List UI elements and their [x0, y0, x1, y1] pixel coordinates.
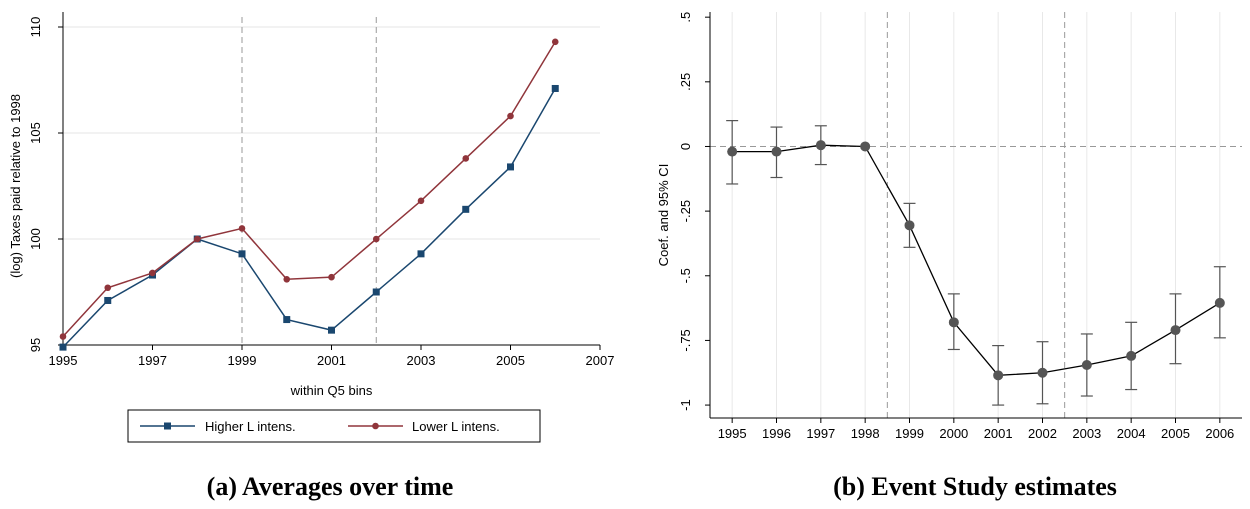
b-x-tick-label: 1995 [718, 426, 747, 441]
b-y-tick-label: 0 [678, 143, 693, 150]
b-y-tick-label: -.75 [678, 329, 693, 351]
a-data-point [328, 273, 335, 281]
a-y-tick-label: 110 [28, 17, 43, 38]
b-y-axis-title: Coef. and 95% CI [656, 164, 671, 267]
b-data-point [1170, 325, 1181, 336]
a-data-point [551, 84, 559, 92]
a-data-point [462, 205, 470, 213]
a-legend [127, 409, 541, 443]
a-data-point [417, 250, 425, 258]
a-data-point [551, 38, 559, 46]
a-data-point [238, 250, 246, 258]
a-series-line [62, 88, 556, 348]
b-data-point [1037, 367, 1048, 378]
a-x-tick-label: 1999 [228, 353, 257, 368]
a-series-line [62, 41, 556, 338]
b-data-point [815, 140, 826, 151]
b-data-point [860, 141, 871, 152]
b-data-point [948, 317, 959, 328]
a-y-tick-label: 95 [28, 338, 43, 352]
a-legend-marker [372, 422, 379, 430]
b-x-tick-label: 2000 [939, 426, 968, 441]
b-data-point [1214, 297, 1225, 308]
a-data-point [507, 112, 514, 120]
b-series-line [732, 144, 1221, 376]
b-y-tick-label: -.25 [678, 200, 693, 222]
b-x-tick-label: 2005 [1161, 426, 1190, 441]
a-legend-label: Higher L intens. [205, 419, 296, 434]
b-y-tick-label: .25 [678, 73, 693, 91]
a-x-tick-label: 2005 [496, 353, 525, 368]
b-caption: (b) Event Study estimates [833, 472, 1117, 501]
a-data-point [417, 197, 425, 205]
a-data-point [104, 284, 112, 292]
a-data-point [462, 155, 470, 162]
a-caption: (a) Averages over time [207, 472, 454, 501]
a-data-point [238, 225, 246, 232]
a-x-tick-label: 2003 [407, 353, 436, 368]
a-x-axis-title: within Q5 bins [290, 383, 373, 398]
b-data-point [727, 146, 738, 157]
a-data-point [59, 333, 67, 340]
b-y-tick-label: -1 [678, 399, 693, 411]
a-legend-label: Lower L intens. [412, 419, 500, 434]
b-x-tick-label: 1999 [895, 426, 924, 441]
b-data-point [904, 220, 915, 231]
a-data-point [283, 316, 291, 324]
a-data-point [328, 326, 335, 334]
b-x-tick-label: 2006 [1205, 426, 1234, 441]
a-data-point [59, 343, 67, 351]
a-legend-marker [164, 422, 171, 430]
b-y-tick-label: .5 [678, 12, 693, 23]
b-x-tick-label: 1998 [851, 426, 880, 441]
b-x-tick-label: 2003 [1072, 426, 1101, 441]
b-y-tick-label: -.5 [678, 268, 693, 283]
b-x-tick-label: 2004 [1117, 426, 1146, 441]
b-x-tick-label: 1997 [806, 426, 835, 441]
a-data-point [149, 269, 156, 277]
b-data-point [771, 146, 782, 157]
a-x-tick-label: 1995 [49, 353, 78, 368]
a-data-point [104, 296, 112, 304]
b-data-point [1126, 350, 1137, 361]
a-y-tick-label: 105 [28, 122, 43, 144]
a-data-point [283, 275, 291, 283]
a-x-tick-label: 2001 [317, 353, 346, 368]
a-x-tick-label: 2007 [586, 353, 615, 368]
b-data-point [1081, 359, 1092, 370]
a-y-tick-label: 100 [28, 228, 43, 250]
a-y-axis-title: (log) Taxes paid relative to 1998 [8, 94, 23, 278]
a-data-point [372, 235, 380, 243]
b-data-point [993, 370, 1004, 381]
a-data-point [507, 163, 514, 171]
a-data-point [193, 235, 201, 243]
b-x-tick-label: 1996 [762, 426, 791, 441]
b-x-tick-label: 2001 [984, 426, 1013, 441]
a-x-tick-label: 1997 [138, 353, 167, 368]
a-data-point [372, 288, 380, 296]
b-x-tick-label: 2002 [1028, 426, 1057, 441]
